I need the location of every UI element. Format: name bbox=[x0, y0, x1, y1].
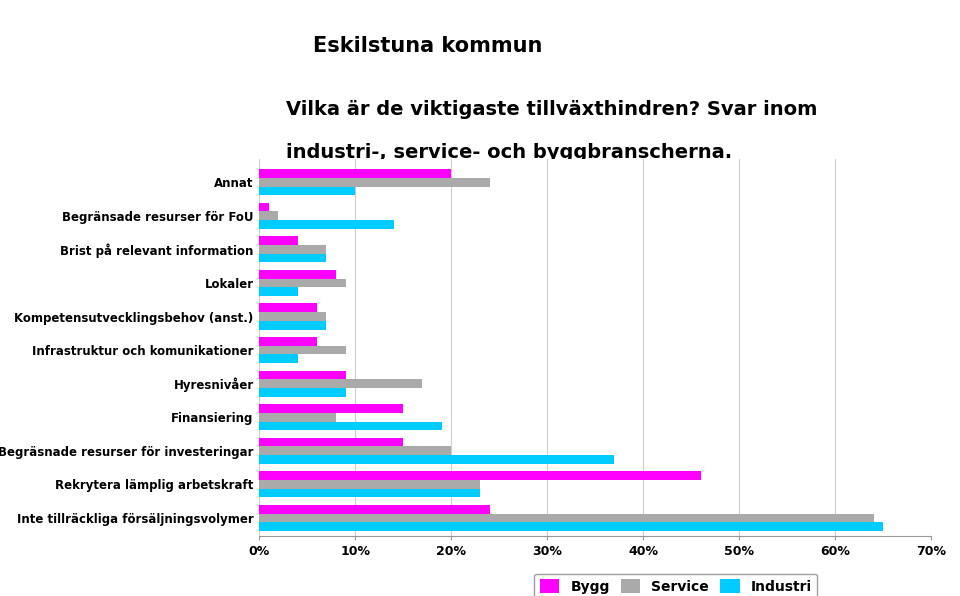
Bar bbox=[259, 254, 326, 262]
Bar bbox=[259, 212, 278, 220]
Bar bbox=[259, 287, 298, 296]
Bar bbox=[259, 522, 883, 531]
Bar bbox=[259, 437, 403, 446]
Bar bbox=[259, 471, 701, 480]
Bar bbox=[259, 337, 317, 346]
Bar bbox=[259, 236, 298, 245]
Bar bbox=[259, 178, 490, 187]
Bar bbox=[259, 421, 442, 430]
Bar bbox=[259, 455, 614, 464]
Bar bbox=[259, 413, 336, 421]
Bar bbox=[259, 245, 326, 254]
Bar bbox=[259, 321, 326, 330]
Bar bbox=[259, 169, 451, 178]
Bar bbox=[259, 187, 355, 195]
Text: industri-, service- och byggbranscherna.: industri-, service- och byggbranscherna. bbox=[286, 143, 732, 162]
Bar bbox=[259, 346, 346, 355]
Bar bbox=[259, 480, 480, 489]
Bar bbox=[259, 404, 403, 413]
Text: Vilka är de viktigaste tillväxthindren? Svar inom: Vilka är de viktigaste tillväxthindren? … bbox=[286, 100, 818, 119]
Bar bbox=[259, 505, 490, 514]
Bar bbox=[259, 514, 874, 522]
Bar bbox=[259, 312, 326, 321]
Bar bbox=[259, 371, 346, 379]
Bar bbox=[259, 278, 346, 287]
Bar bbox=[259, 203, 269, 212]
Bar bbox=[259, 446, 451, 455]
Text: Eskilstuna kommun: Eskilstuna kommun bbox=[313, 36, 542, 56]
Bar bbox=[259, 303, 317, 312]
Bar bbox=[259, 489, 480, 498]
Bar bbox=[259, 355, 298, 363]
Bar bbox=[259, 379, 422, 388]
Bar bbox=[259, 270, 336, 278]
Legend: Bygg, Service, Industri: Bygg, Service, Industri bbox=[534, 573, 818, 596]
Bar bbox=[259, 388, 346, 397]
Bar bbox=[259, 220, 394, 229]
